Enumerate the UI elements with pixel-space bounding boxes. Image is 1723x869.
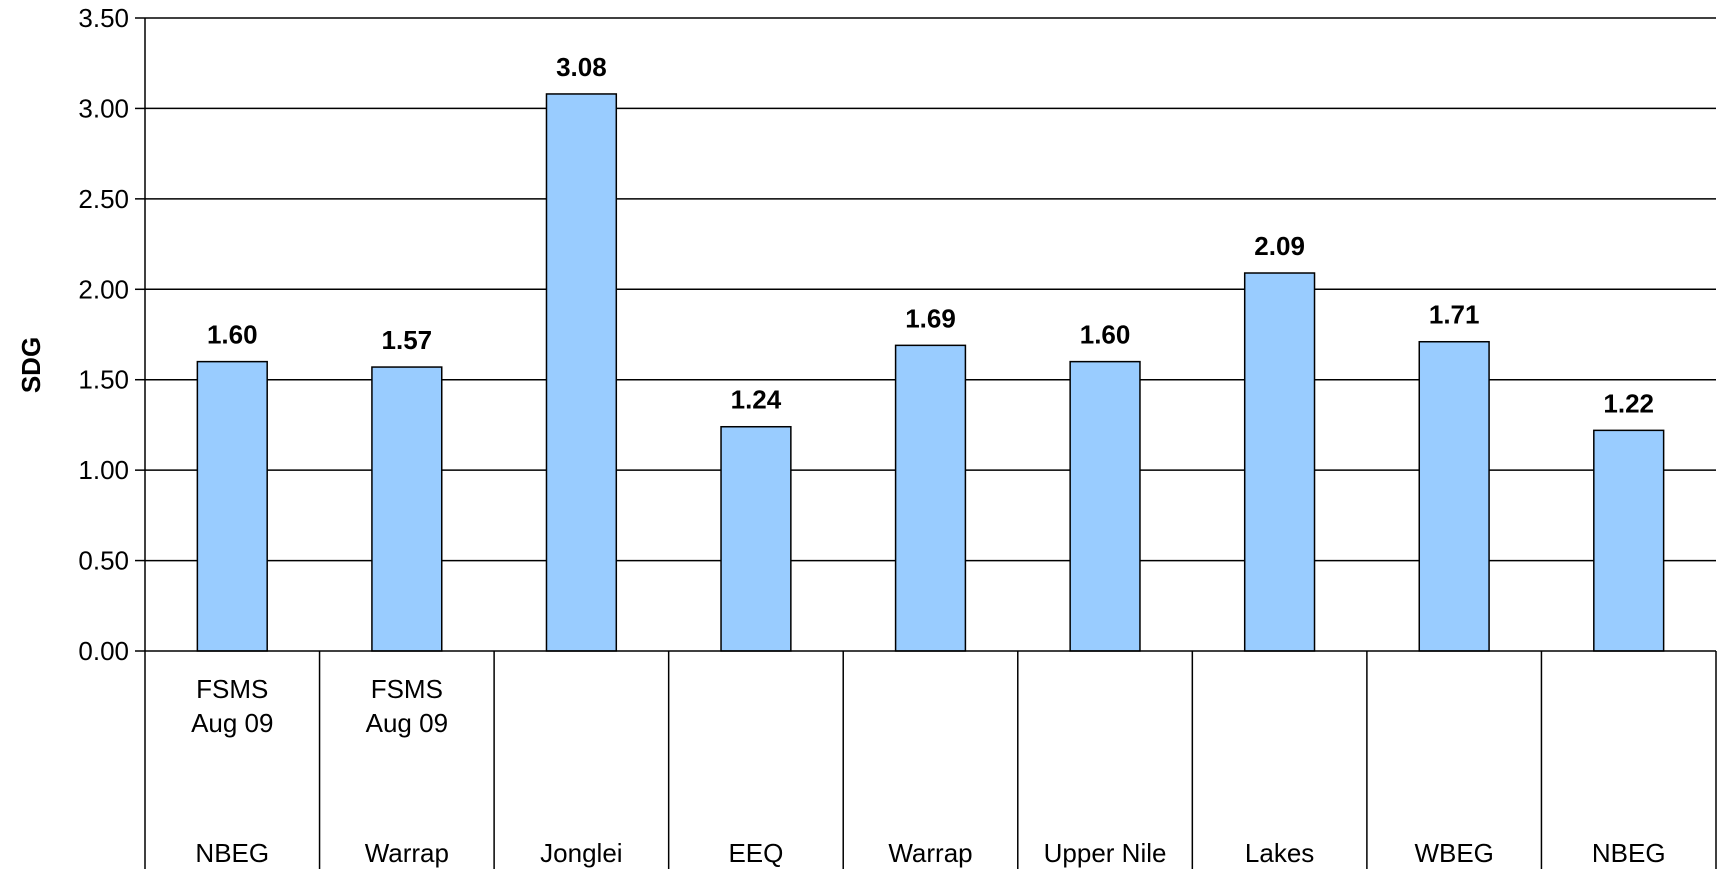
y-tick-label: 2.00 <box>78 274 129 304</box>
category-label: NBEG <box>1592 838 1666 868</box>
data-label: 1.60 <box>207 320 258 350</box>
data-label: 1.60 <box>1080 320 1131 350</box>
bar <box>1243 272 1316 652</box>
bar <box>371 366 443 652</box>
data-label: 1.69 <box>905 303 956 333</box>
bar <box>1418 340 1490 652</box>
y-axis-label: SDG <box>16 337 46 393</box>
bar <box>720 425 792 652</box>
data-label: 1.22 <box>1603 388 1654 418</box>
y-tick-labels: 0.00 0.50 1.00 1.50 2.00 2.50 3.00 3.50 <box>78 3 129 666</box>
bar <box>196 360 268 652</box>
bar <box>1069 360 1141 652</box>
data-labels: 1.60 1.57 3.08 1.24 1.69 1.60 2.09 1.71 1.22 <box>207 52 1654 418</box>
bar <box>894 344 967 652</box>
category-label: NBEG <box>195 838 269 868</box>
category-table: FSMS Aug 09 NBEG FSMS Aug 09 Warrap Jonglei EEQ… <box>144 651 1717 869</box>
category-label-top: Aug 09 <box>366 708 448 738</box>
category-label: Upper Nile <box>1044 838 1167 868</box>
category-label-top: Aug 09 <box>191 708 273 738</box>
data-label: 1.24 <box>731 385 782 415</box>
category-label: WBEG <box>1414 838 1493 868</box>
y-tick-label: 1.50 <box>78 365 129 395</box>
bar <box>545 93 618 652</box>
y-tick-label: 0.50 <box>78 546 129 576</box>
bars <box>196 93 1665 652</box>
category-label-top: FSMS <box>196 674 268 704</box>
axes <box>144 18 1716 652</box>
data-label: 1.71 <box>1429 300 1480 330</box>
data-label: 1.57 <box>382 325 433 355</box>
category-label: Warrap <box>888 838 972 868</box>
category-label: Lakes <box>1245 838 1314 868</box>
y-tick-label: 3.50 <box>78 3 129 33</box>
category-label: Jonglei <box>540 838 622 868</box>
bar <box>1593 429 1665 652</box>
y-tick-label: 1.00 <box>78 455 129 485</box>
category-label-top: FSMS <box>371 674 443 704</box>
category-label: Warrap <box>365 838 449 868</box>
data-label: 2.09 <box>1254 231 1305 261</box>
y-tick-label: 2.50 <box>78 184 129 214</box>
category-label: EEQ <box>728 838 783 868</box>
data-label: 3.08 <box>556 52 607 82</box>
y-tick-label: 3.00 <box>78 93 129 123</box>
y-tick-label: 0.00 <box>78 636 129 666</box>
